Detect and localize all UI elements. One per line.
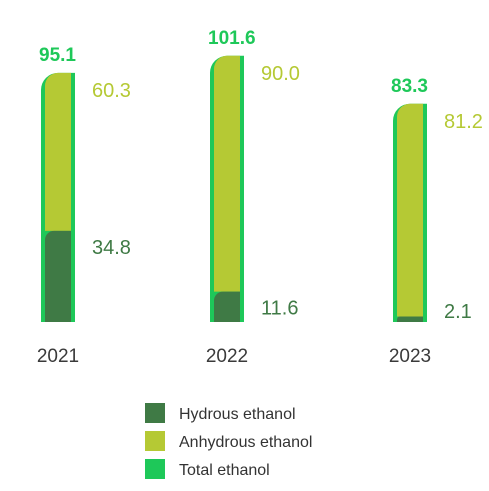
bar-hydrous-2023 [397,316,423,322]
legend-label-total: Total ethanol [179,462,270,479]
anhydrous-value-label-2021: 60.3 [92,80,131,102]
total-value-label-2023: 83.3 [391,76,428,97]
legend-swatch-total [145,459,165,479]
legend-swatch-hydrous [145,403,165,423]
total-value-label-2022: 101.6 [208,28,256,49]
bar-anhydrous-2022 [214,55,240,292]
year-label-2022: 2022 [206,346,248,367]
legend: Hydrous ethanol Anhydrous ethanol Total … [145,403,312,479]
bar-hydrous-2022 [214,291,240,322]
anhydrous-value-label-2023: 81.2 [444,111,483,133]
bar-anhydrous-2021 [45,72,71,231]
hydrous-value-label-2021: 34.8 [92,237,131,259]
anhydrous-value-label-2022: 90.0 [261,63,300,85]
legend-swatch-anhydrous [145,431,165,451]
year-label-2023: 2023 [389,346,431,367]
hydrous-value-label-2022: 11.6 [261,298,298,320]
bar-group [41,55,427,323]
bar-anhydrous-2023 [397,103,423,317]
legend-label-anhydrous: Anhydrous ethanol [179,434,312,451]
year-label-2021: 2021 [37,346,79,367]
label-group: 95.1 60.3 34.8 2021 101.690.0 11.6 2022 83.3 81.… [37,28,483,367]
bar-hydrous-2021 [45,230,71,322]
hydrous-value-label-2023: 2.1 [444,301,472,323]
total-value-label-2021: 95.1 [39,45,76,66]
legend-label-hydrous: Hydrous ethanol [179,406,296,423]
